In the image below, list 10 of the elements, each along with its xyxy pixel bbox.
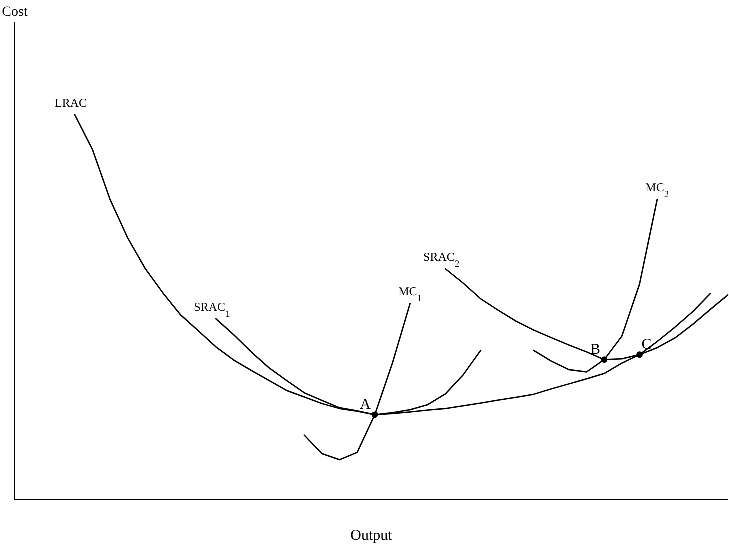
series-label: SRAC$_{2}$ bbox=[424, 250, 460, 270]
annotation: B bbox=[590, 342, 600, 358]
series-label: MC$_{2}$ bbox=[646, 180, 670, 200]
annotation: C bbox=[642, 336, 652, 353]
x-axis-title: Output bbox=[350, 528, 394, 544]
text: Cost bbox=[2, 5, 28, 20]
series-label: MC$_{1}$ bbox=[398, 284, 422, 304]
series-label: LRAC bbox=[54, 96, 88, 110]
annotation: A bbox=[360, 396, 372, 413]
series-label: SRAC$_{1}$ bbox=[194, 300, 230, 320]
